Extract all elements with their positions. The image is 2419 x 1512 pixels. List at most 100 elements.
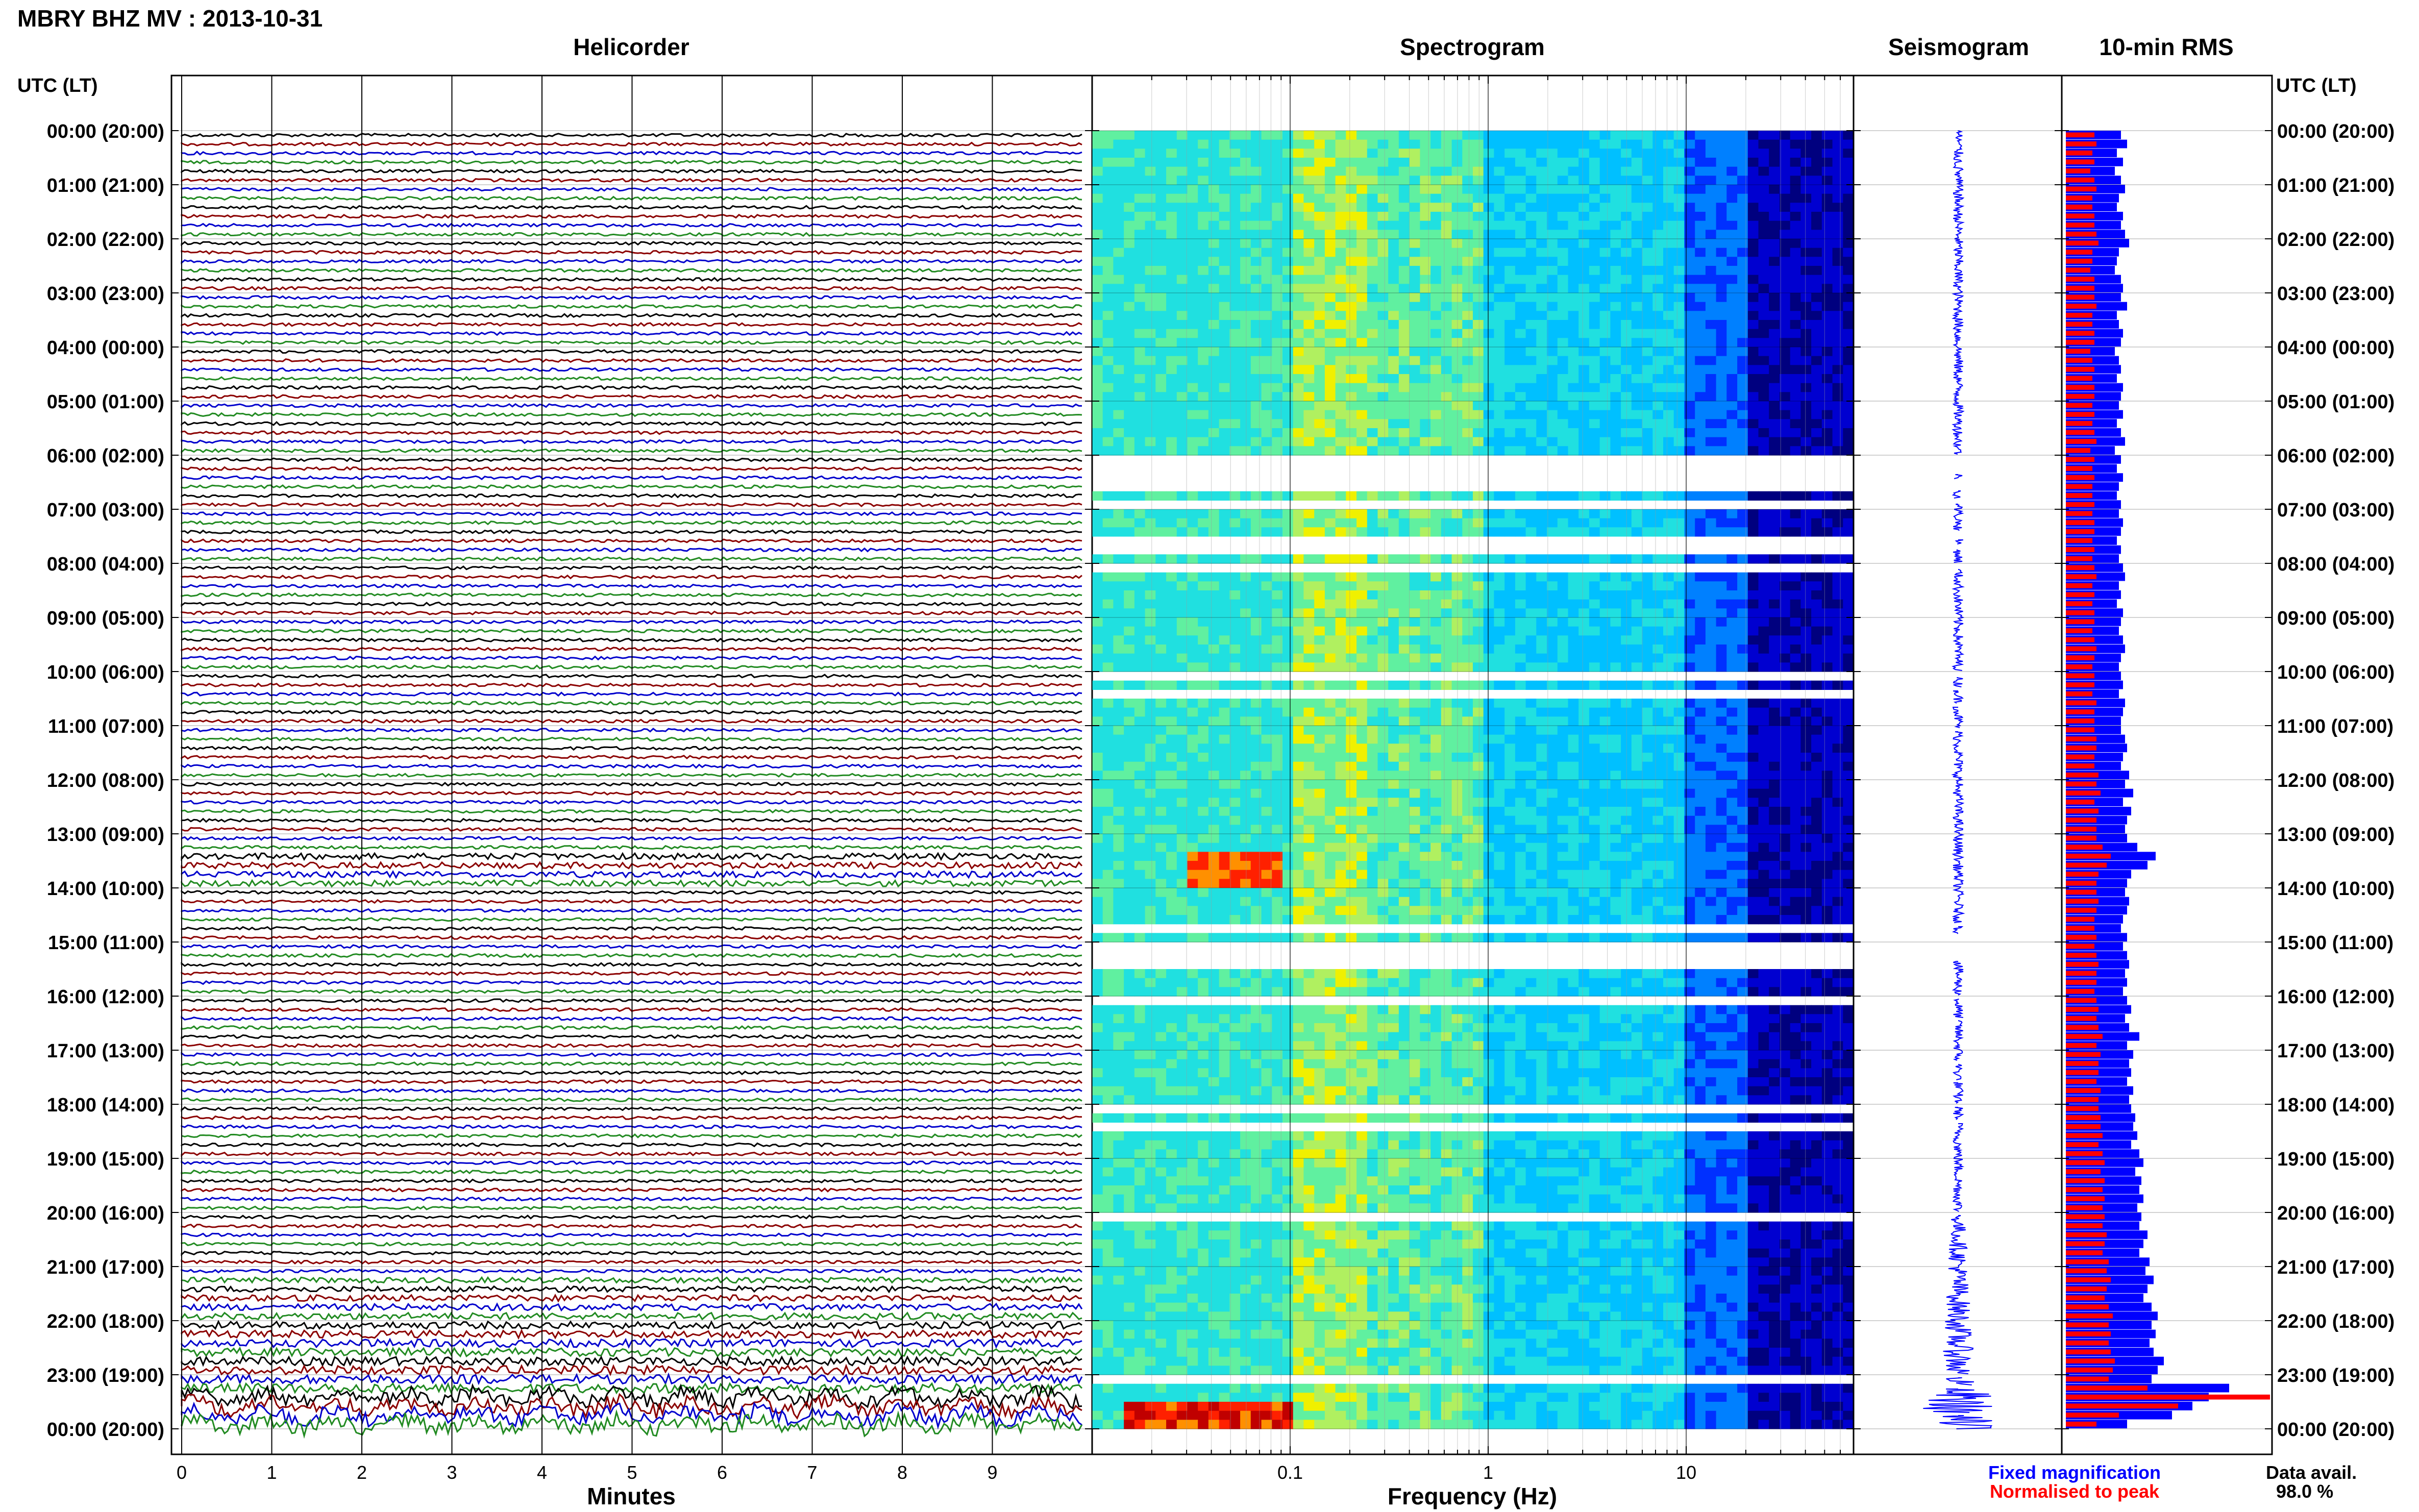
spectrogram-cell — [1790, 780, 1801, 789]
spectrogram-cell — [1663, 581, 1674, 591]
spectrogram-cell — [1229, 608, 1241, 618]
spectrogram-cell — [1166, 338, 1177, 348]
spectrogram-cell — [1272, 365, 1283, 375]
spectrogram-cell — [1113, 518, 1124, 528]
spectrogram-cell — [1155, 653, 1167, 663]
spectrogram-cell — [1631, 347, 1643, 357]
spectrogram-cell — [1462, 275, 1473, 284]
spectrogram-cell — [1166, 599, 1177, 609]
spectrogram-cell — [1398, 338, 1410, 348]
spectrogram-cell — [1525, 734, 1537, 744]
spectrogram-cell — [1652, 518, 1664, 528]
spectrogram-cell — [1272, 807, 1283, 816]
spectrogram-cell — [1229, 437, 1241, 447]
spectrogram-cell — [1790, 347, 1801, 357]
spectrogram-cell — [1473, 166, 1484, 176]
spectrogram-cell — [1621, 139, 1632, 149]
spectrogram-cell — [1367, 653, 1378, 663]
spectrogram-cell — [1800, 230, 1812, 239]
spectrogram-cell — [1250, 329, 1262, 338]
spectrogram-cell — [1790, 699, 1801, 708]
spectrogram-cell — [1705, 311, 1717, 320]
spectrogram-cell — [1187, 185, 1198, 194]
spectrogram-cell — [1737, 239, 1748, 249]
spectrogram-cell — [1346, 645, 1357, 654]
spectrogram-cell — [1663, 761, 1674, 771]
spectrogram-cell — [1589, 356, 1600, 365]
spectrogram-cell — [1282, 743, 1294, 753]
spectrogram-cell — [1388, 780, 1399, 789]
spectrogram-cell — [1314, 383, 1325, 392]
spectrogram-cell — [1631, 527, 1643, 537]
spectrogram-cell — [1473, 131, 1484, 140]
spectrogram-cell — [1303, 212, 1315, 221]
helicorder-trace — [181, 1052, 1082, 1057]
spectrogram-cell — [1240, 645, 1251, 654]
spectrogram-cell — [1324, 626, 1336, 636]
spectrogram-cell — [1124, 780, 1135, 789]
spectrogram-cell — [1462, 527, 1473, 537]
spectrogram-cell — [1229, 581, 1241, 591]
spectrogram-cell — [1568, 491, 1579, 501]
spectrogram-cell — [1250, 491, 1262, 501]
spectrogram-cell — [1473, 212, 1484, 221]
spectrogram-cell — [1726, 419, 1738, 429]
spectrogram-cell — [1525, 753, 1537, 762]
spectrogram-cell — [1790, 761, 1801, 771]
spectrogram-cell — [1187, 392, 1198, 402]
spectrogram-cell — [1388, 329, 1399, 338]
spectrogram-cell — [1398, 608, 1410, 618]
spectrogram-cell — [1515, 807, 1526, 816]
spectrogram-cell — [1303, 347, 1315, 357]
spectrogram-cell — [1504, 239, 1516, 249]
spectrogram-cell — [1451, 761, 1463, 771]
spectrogram-cell — [1726, 158, 1738, 167]
spectrogram-cell — [1821, 815, 1833, 825]
spectrogram-cell — [1166, 302, 1177, 311]
spectrogram-cell — [1314, 356, 1325, 365]
spectrogram-cell — [1113, 302, 1124, 311]
spectrogram-cell — [1726, 131, 1738, 140]
spectrogram-cell — [1134, 771, 1146, 780]
spectrogram-cell — [1610, 220, 1621, 230]
spectrogram-cell — [1314, 699, 1325, 708]
spectrogram-cell — [1747, 428, 1759, 438]
spectrogram-cell — [1673, 680, 1685, 690]
spectrogram-cell — [1779, 338, 1791, 348]
spectrogram-cell — [1610, 635, 1621, 645]
spectrogram-cell — [1198, 491, 1209, 501]
spectrogram-cell — [1811, 419, 1822, 429]
spectrogram-cell — [1473, 590, 1484, 600]
spectrogram-cell — [1367, 662, 1378, 672]
spectrogram-cell — [1811, 139, 1822, 149]
spectrogram-cell — [1494, 329, 1505, 338]
spectrogram-cell — [1663, 311, 1674, 320]
spectrogram-cell — [1462, 798, 1473, 807]
spectrogram-cell — [1282, 347, 1294, 357]
spectrogram-cell — [1536, 753, 1547, 762]
spectrogram-cell — [1790, 635, 1801, 645]
spectrogram-cell — [1145, 554, 1156, 564]
spectrogram-cell — [1113, 383, 1124, 392]
spectrogram-cell — [1134, 275, 1146, 284]
spectrogram-cell — [1758, 293, 1769, 303]
spectrogram-cell — [1145, 807, 1156, 816]
spectrogram-cell — [1673, 220, 1685, 230]
helicorder-trace — [181, 601, 1082, 607]
spectrogram-cell — [1092, 365, 1103, 375]
spectrogram-cell — [1240, 193, 1251, 203]
helicorder-trace — [181, 1311, 1082, 1321]
spectrogram-cell — [1134, 527, 1146, 537]
spectrogram-cell — [1166, 699, 1177, 708]
spectrogram-cell — [1758, 419, 1769, 429]
spectrogram-cell — [1684, 185, 1695, 194]
spectrogram-cell — [1642, 572, 1653, 582]
helicorder-trace — [181, 781, 1082, 787]
spectrogram-cell — [1599, 148, 1611, 158]
spectrogram-cell — [1589, 743, 1600, 753]
spectrogram-cell — [1621, 771, 1632, 780]
spectrogram-cell — [1494, 608, 1505, 618]
spectrogram-cell — [1610, 428, 1621, 438]
spectrogram-cell — [1314, 230, 1325, 239]
spectrogram-cell — [1462, 220, 1473, 230]
